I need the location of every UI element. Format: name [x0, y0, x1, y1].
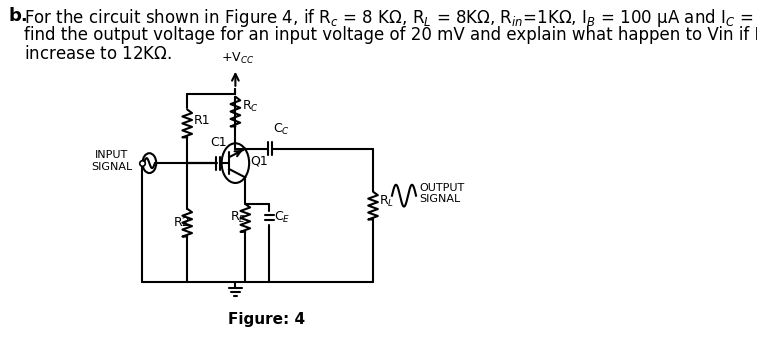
- Text: R1: R1: [193, 114, 210, 127]
- Text: C$_E$: C$_E$: [273, 211, 290, 226]
- Text: b.: b.: [8, 8, 28, 25]
- Text: Q1: Q1: [251, 155, 268, 168]
- Text: Figure: 4: Figure: 4: [228, 312, 305, 327]
- Text: find the output voltage for an input voltage of 20 mV and explain what happen to: find the output voltage for an input vol…: [24, 26, 757, 44]
- Text: +V$_{CC}$: +V$_{CC}$: [221, 51, 254, 66]
- Text: R$_L$: R$_L$: [378, 194, 394, 209]
- Text: C1: C1: [210, 136, 226, 149]
- Text: INPUT
SIGNAL: INPUT SIGNAL: [91, 150, 132, 172]
- Text: R$_C$: R$_C$: [241, 99, 258, 114]
- Text: OUTPUT
SIGNAL: OUTPUT SIGNAL: [419, 183, 464, 204]
- Text: increase to 12K$\Omega$.: increase to 12K$\Omega$.: [24, 45, 172, 63]
- Text: R2: R2: [173, 216, 190, 229]
- Text: R$_E$: R$_E$: [230, 211, 247, 226]
- Text: For the circuit shown in Figure 4, if R$_c$ = 8 K$\Omega$, R$_L$ = 8K$\Omega$, R: For the circuit shown in Figure 4, if R$…: [24, 8, 757, 29]
- Text: C$_C$: C$_C$: [273, 122, 289, 137]
